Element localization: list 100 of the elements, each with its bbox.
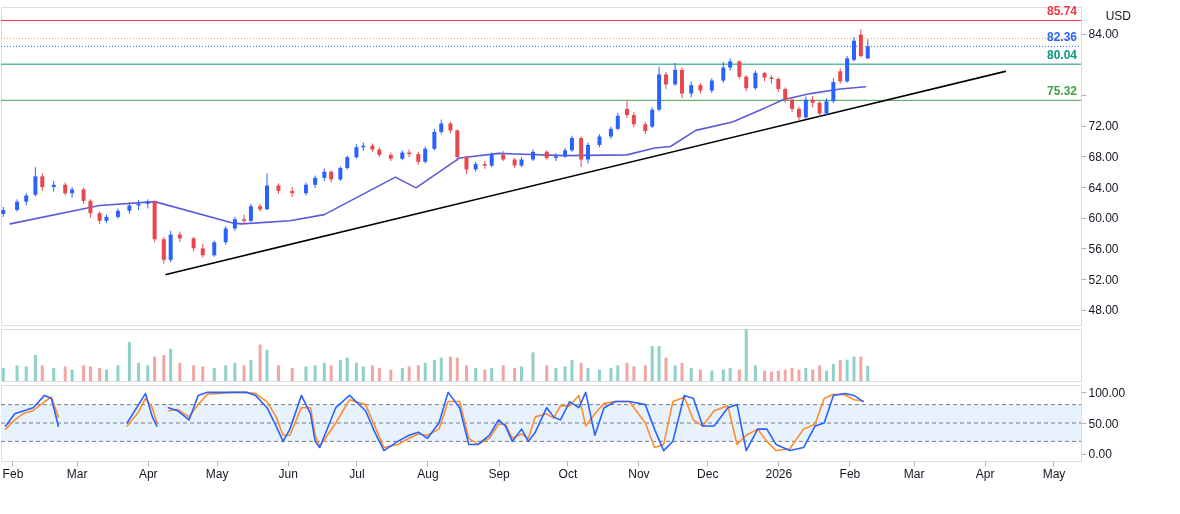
candlestick <box>432 128 437 151</box>
candlestick <box>858 28 863 59</box>
bar <box>224 365 228 381</box>
bar <box>531 352 535 381</box>
bar <box>728 368 732 381</box>
ref-line-label: 85.74 <box>1046 4 1078 19</box>
bar <box>15 365 19 381</box>
bar <box>153 356 157 381</box>
y-tick-label: 64.00 <box>1088 180 1119 195</box>
bar <box>407 366 411 381</box>
candlestick <box>753 70 758 91</box>
bar <box>818 365 822 381</box>
candlestick <box>464 155 469 175</box>
bar <box>137 362 141 381</box>
bar <box>52 368 56 381</box>
bar <box>146 365 150 381</box>
candlestick <box>88 198 93 219</box>
bar <box>265 349 269 381</box>
bar <box>370 365 374 381</box>
candlestick <box>579 136 584 168</box>
x-tick-label: Apr <box>975 466 995 481</box>
x-tick-label: Aug <box>417 466 439 481</box>
bar <box>838 360 842 381</box>
bar <box>643 365 647 381</box>
x-tick-label: Sep <box>488 466 511 481</box>
bar <box>192 365 196 381</box>
bar <box>249 360 253 381</box>
bar <box>657 346 661 381</box>
bar <box>753 365 757 381</box>
bar <box>852 356 856 381</box>
bar <box>354 362 358 381</box>
x-tick-label: Feb <box>2 466 24 481</box>
bar <box>609 368 613 381</box>
x-tick-label: Mar <box>903 466 925 481</box>
x-tick-label: May <box>1042 466 1066 481</box>
bar <box>563 366 567 381</box>
bar <box>632 366 636 381</box>
candlestick <box>680 67 685 99</box>
candlestick <box>242 214 247 225</box>
bar <box>680 362 684 381</box>
bar <box>416 365 420 381</box>
ref-line-label: 75.32 <box>1046 84 1078 99</box>
bar <box>63 366 67 381</box>
candlestick <box>624 100 629 119</box>
y-tick-label: 48.00 <box>1088 303 1119 318</box>
bar <box>570 360 574 381</box>
candlestick <box>33 166 38 197</box>
candlestick <box>303 181 308 196</box>
candlestick <box>721 61 726 84</box>
bar <box>329 365 333 381</box>
bar <box>104 369 108 381</box>
bar <box>439 357 443 381</box>
bar <box>345 357 349 381</box>
y-tick-label: 72.00 <box>1088 119 1119 134</box>
candlestick <box>264 172 269 211</box>
bar <box>625 362 629 381</box>
candlestick <box>223 225 228 246</box>
bar <box>455 357 459 381</box>
y-tick-label: 0.00 <box>1088 447 1113 462</box>
x-tick-label: Apr <box>138 466 158 481</box>
bar <box>673 365 677 381</box>
bar <box>586 368 590 381</box>
bar <box>776 370 780 381</box>
bar <box>866 365 870 381</box>
candlestick <box>831 77 836 104</box>
bar <box>33 355 37 381</box>
bar <box>313 365 317 381</box>
candlestick <box>673 62 678 87</box>
y-tick-label: 68.00 <box>1088 149 1119 164</box>
bar <box>783 369 787 381</box>
y-tick-label: 56.00 <box>1088 241 1119 256</box>
bar <box>1 368 5 381</box>
bar <box>361 366 365 381</box>
x-tick-label: Jun <box>278 466 298 481</box>
bar <box>554 368 558 381</box>
bar <box>520 366 524 381</box>
bar <box>116 365 120 381</box>
bar <box>650 346 654 381</box>
bar <box>763 370 767 381</box>
candlestick <box>258 203 263 213</box>
x-tick-label: Jul <box>349 466 365 481</box>
y-tick-label: 100.00 <box>1088 385 1126 400</box>
bar <box>616 365 620 381</box>
bar <box>70 369 74 381</box>
bar <box>824 370 828 381</box>
bar <box>212 368 216 381</box>
bar <box>24 366 28 381</box>
text: USD <box>1105 9 1132 23</box>
bar <box>464 365 468 381</box>
x-tick-label: Mar <box>66 466 88 481</box>
candlestick <box>553 152 558 162</box>
bar <box>513 368 517 381</box>
bar <box>377 368 381 381</box>
bar <box>82 365 86 381</box>
bar <box>737 369 741 381</box>
x-tick-label: Feb <box>839 466 861 481</box>
bar <box>233 362 237 381</box>
bar <box>389 369 393 381</box>
bar <box>432 360 436 381</box>
bar <box>698 369 702 381</box>
